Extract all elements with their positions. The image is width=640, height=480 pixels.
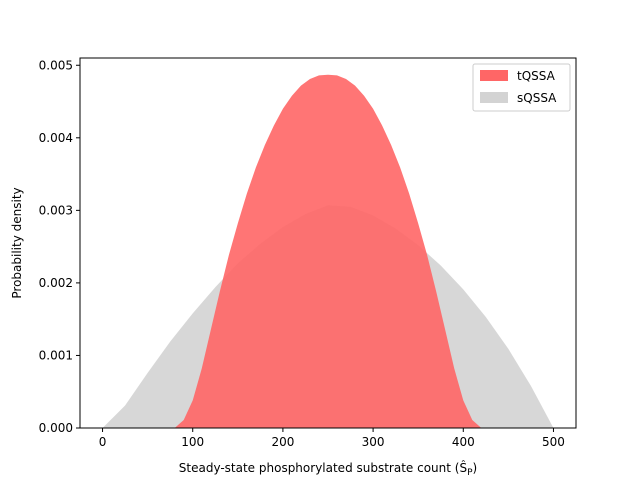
area-tqssa bbox=[174, 74, 482, 428]
x-axis-label-close: ) bbox=[473, 461, 478, 475]
y-tick-label-3: 0.003 bbox=[39, 203, 73, 217]
y-axis: 0.000 0.001 0.002 0.003 0.004 0.005 bbox=[39, 58, 80, 435]
y-tick-label-0: 0.000 bbox=[39, 421, 73, 435]
plot-area bbox=[102, 74, 554, 428]
x-axis-label: Steady-state phosphorylated substrate co… bbox=[179, 460, 477, 478]
axes-frame bbox=[79, 57, 577, 429]
legend-swatch-tqssa bbox=[480, 70, 508, 81]
legend-swatch-sqssa bbox=[480, 92, 508, 103]
x-tick-label-200: 200 bbox=[271, 435, 294, 449]
x-axis: 0 100 200 300 400 500 bbox=[99, 428, 565, 449]
legend-label-sqssa: sQSSA bbox=[517, 91, 557, 105]
x-tick-label-300: 300 bbox=[362, 435, 385, 449]
y-tick-label-2: 0.002 bbox=[39, 276, 73, 290]
y-tick-label-4: 0.004 bbox=[39, 131, 73, 145]
x-tick-label-400: 400 bbox=[452, 435, 475, 449]
x-axis-label-subscript: P bbox=[467, 468, 473, 478]
y-axis-label: Probability density bbox=[10, 187, 24, 298]
y-tick-label-5: 0.005 bbox=[39, 58, 73, 72]
x-tick-label-500: 500 bbox=[542, 435, 565, 449]
legend-label-tqssa: tQSSA bbox=[517, 69, 556, 83]
y-tick-label-1: 0.001 bbox=[39, 348, 73, 362]
x-tick-label-0: 0 bbox=[99, 435, 107, 449]
legend: tQSSA sQSSA bbox=[472, 63, 571, 112]
x-tick-label-100: 100 bbox=[181, 435, 204, 449]
